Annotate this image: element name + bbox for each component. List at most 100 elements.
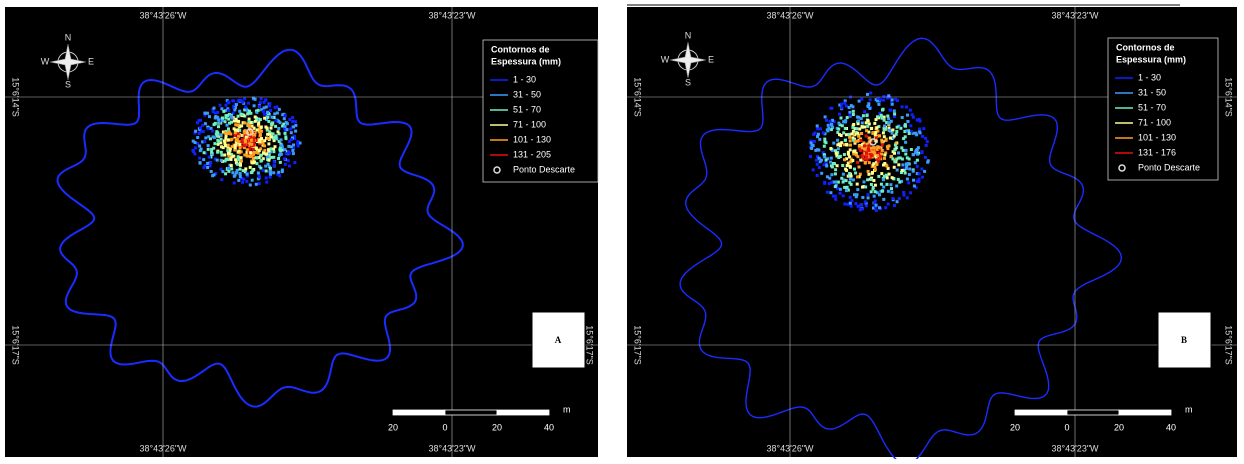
thickness-cell (234, 123, 238, 127)
thickness-cell (823, 155, 827, 159)
thickness-cell (201, 123, 205, 127)
thickness-cell (250, 159, 254, 163)
thickness-cell (197, 132, 201, 135)
thickness-cell (294, 129, 298, 133)
thickness-cell (890, 98, 894, 102)
thickness-cell (827, 126, 831, 130)
thickness-cell (887, 94, 891, 98)
thickness-cell (923, 169, 927, 173)
thickness-cell (198, 128, 202, 132)
thickness-cell (870, 126, 874, 130)
thickness-cell (866, 124, 870, 128)
thickness-cell (191, 139, 195, 143)
thickness-cell (873, 190, 877, 194)
legend-point (493, 166, 501, 174)
thickness-cell (885, 164, 889, 168)
thickness-cell (861, 114, 865, 118)
top-coordinate: 38°43'23"W (1051, 10, 1099, 20)
thickness-cell (903, 135, 907, 139)
thickness-cell (855, 182, 859, 186)
thickness-cell (877, 125, 881, 128)
thickness-cell (867, 130, 871, 134)
thickness-cell (226, 158, 230, 162)
thickness-cell (856, 119, 860, 123)
top-coordinate: 38°43'26"W (139, 10, 187, 20)
thickness-cell (848, 201, 852, 205)
thickness-cell (257, 173, 261, 177)
scale-label: 0 (1064, 422, 1069, 432)
thickness-cell (252, 150, 256, 154)
thickness-cell (851, 159, 855, 162)
thickness-cell (870, 171, 874, 175)
thickness-cell (900, 171, 903, 174)
thickness-cell (206, 166, 210, 169)
legend-label: 101 - 130 (1138, 132, 1176, 142)
thickness-cell (237, 140, 241, 144)
thickness-cell (854, 151, 858, 155)
thickness-cell (273, 112, 277, 116)
thickness-cell (227, 112, 231, 116)
thickness-cell (895, 168, 899, 172)
thickness-cell (855, 153, 858, 157)
thickness-cell (890, 176, 894, 180)
thickness-cell (839, 134, 843, 137)
thickness-cell (238, 167, 242, 171)
thickness-cell (853, 141, 857, 145)
thickness-cell (906, 113, 909, 117)
thickness-cell (853, 193, 856, 197)
thickness-cell (250, 142, 254, 146)
thickness-cell (856, 188, 860, 192)
thickness-cell (857, 165, 861, 169)
thickness-cell (270, 155, 273, 159)
thickness-cell (839, 144, 842, 148)
thickness-cell (234, 128, 237, 132)
thickness-cell (251, 156, 255, 160)
thickness-cell (891, 128, 895, 132)
thickness-cell (263, 148, 267, 152)
thickness-cell (820, 171, 824, 175)
thickness-cell (917, 117, 921, 121)
thickness-cell (905, 177, 909, 181)
thickness-cell (237, 158, 241, 162)
legend-label: 31 - 50 (1138, 87, 1166, 97)
thickness-cell (222, 109, 226, 113)
thickness-cell (278, 174, 282, 178)
thickness-cell (216, 150, 220, 154)
thickness-cell (846, 202, 850, 206)
thickness-cell (236, 141, 240, 145)
thickness-cell (207, 155, 211, 159)
thickness-cell (221, 170, 225, 174)
thickness-cell (817, 166, 821, 169)
thickness-cell (241, 100, 245, 104)
thickness-cell (212, 106, 216, 110)
thickness-cell (905, 105, 908, 109)
thickness-cell (226, 132, 230, 135)
thickness-cell (893, 112, 897, 116)
thickness-cell (892, 134, 896, 138)
thickness-cell (863, 147, 867, 151)
thickness-cell (219, 133, 223, 137)
thickness-cell (828, 176, 832, 180)
thickness-cell (889, 119, 893, 123)
thickness-cell (886, 147, 890, 151)
thickness-cell (233, 134, 237, 137)
thickness-cell (257, 122, 261, 126)
thickness-cell (226, 107, 230, 111)
thickness-cell (882, 185, 886, 189)
thickness-cell (226, 145, 230, 149)
thickness-cell (857, 99, 861, 103)
thickness-cell (296, 144, 300, 148)
thickness-cell (243, 130, 247, 134)
thickness-cell (868, 151, 872, 155)
legend-label: 71 - 100 (513, 119, 546, 129)
thickness-cell (902, 137, 906, 141)
thickness-cell (909, 124, 913, 128)
thickness-cell (872, 146, 876, 150)
thickness-cell (216, 111, 220, 114)
thickness-cell (886, 202, 890, 206)
thickness-cell (915, 164, 919, 168)
thickness-cell (219, 137, 223, 141)
thickness-cell (895, 125, 899, 129)
compass-letter: W (661, 54, 670, 64)
thickness-cell (873, 133, 877, 137)
